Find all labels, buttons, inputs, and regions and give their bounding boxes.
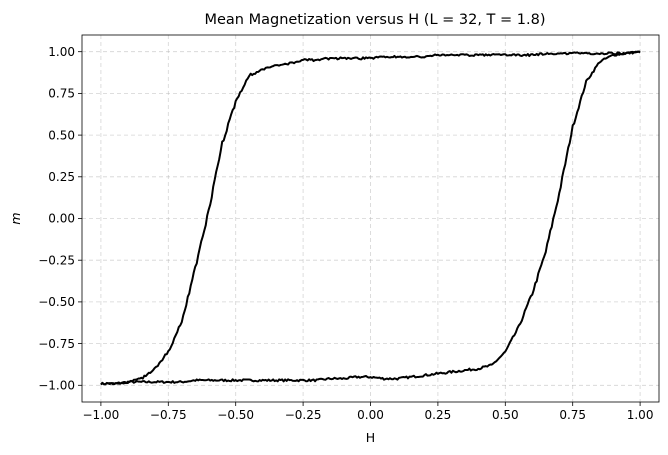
x-axis-label: H — [366, 430, 375, 445]
y-tick-label: −0.75 — [38, 337, 75, 351]
chart-title: Mean Magnetization versus H (L = 32, T =… — [204, 12, 545, 28]
x-tick-label: 1.00 — [627, 408, 654, 422]
y-tick-label: 0.75 — [48, 87, 75, 101]
y-tick-label: 0.50 — [48, 128, 75, 142]
x-tick-label: 0.75 — [559, 408, 586, 422]
y-tick-label: 1.00 — [48, 45, 75, 59]
y-tick-label: −1.00 — [38, 379, 75, 393]
x-tick-label: −0.25 — [285, 408, 322, 422]
axis-ticks: −1.00 −0.75 −0.50 −0.25 0.00 0.25 0.50 0.75 1.00… — [38, 45, 653, 422]
grid-lines — [82, 35, 659, 402]
ascending-branch-line — [100, 50, 641, 386]
y-tick-label: 0.00 — [48, 212, 75, 226]
x-tick-label: −1.00 — [83, 408, 120, 422]
y-tick-label: 0.25 — [48, 170, 75, 184]
data-series — [100, 50, 641, 386]
descending-branch-line — [100, 50, 641, 386]
x-tick-label: 0.25 — [425, 408, 452, 422]
x-tick-label: −0.50 — [217, 408, 254, 422]
y-axis-label: m — [8, 212, 23, 224]
x-tick-label: 0.50 — [492, 408, 519, 422]
x-tick-label: −0.75 — [150, 408, 187, 422]
x-tick-label: 0.00 — [357, 408, 384, 422]
y-tick-label: −0.25 — [38, 253, 75, 267]
y-tick-label: −0.50 — [38, 295, 75, 309]
